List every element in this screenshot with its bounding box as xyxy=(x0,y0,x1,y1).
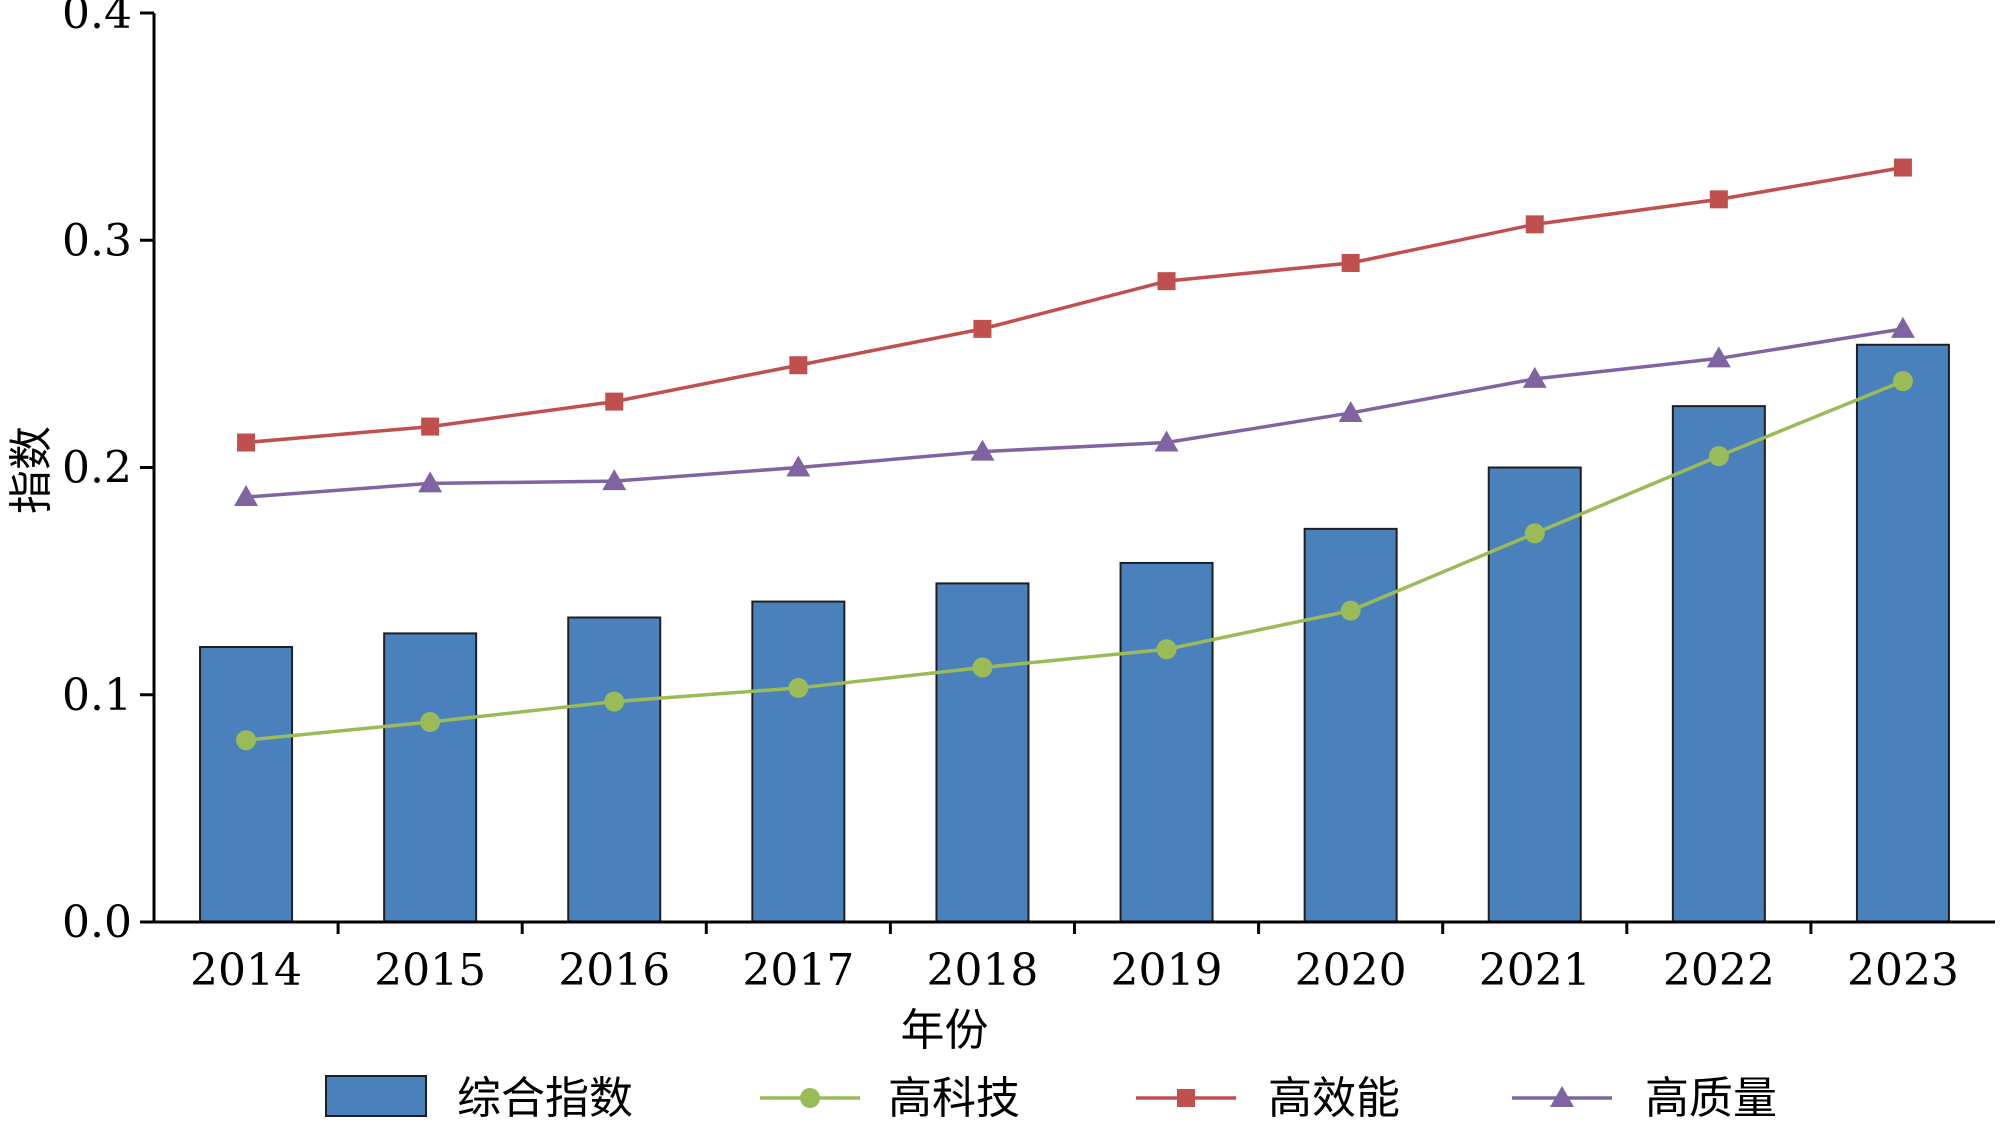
data-point xyxy=(1893,158,1912,177)
bar xyxy=(935,582,1030,924)
bar xyxy=(1119,561,1214,923)
series-line xyxy=(245,165,1904,445)
legend-item: 高质量 xyxy=(1512,1073,1777,1123)
data-point xyxy=(602,469,627,491)
data-point xyxy=(789,356,808,375)
x-tick-label: 2014 xyxy=(190,945,302,996)
legend-label: 综合指数 xyxy=(457,1073,633,1123)
x-ticks: 2014 2015 2016 2017 2018 2019 2020 2021 2022 2023 xyxy=(190,922,1959,996)
data-point xyxy=(234,485,259,507)
x-axis-title: 年份 xyxy=(901,1005,989,1056)
bar xyxy=(383,632,478,924)
legend-label: 高质量 xyxy=(1645,1073,1777,1123)
bar xyxy=(1855,343,1950,924)
data-point xyxy=(1340,600,1361,621)
y-tick-label: 0.4 xyxy=(62,0,132,39)
bar xyxy=(1671,405,1766,923)
data-point xyxy=(1522,366,1547,388)
legend-label: 高效能 xyxy=(1268,1073,1400,1123)
line-series xyxy=(237,158,1912,452)
data-point xyxy=(1154,430,1179,452)
data-point xyxy=(1338,400,1363,422)
legend-marker xyxy=(1550,1086,1574,1107)
legend: 综合指数 高科技 高效能 高质量 xyxy=(325,1073,1777,1123)
data-point xyxy=(973,319,992,338)
data-point xyxy=(1709,190,1728,209)
bar xyxy=(567,616,662,923)
x-tick-label: 2023 xyxy=(1847,945,1959,996)
data-point xyxy=(236,730,257,751)
x-tick-label: 2022 xyxy=(1663,945,1775,996)
data-point xyxy=(420,712,441,733)
y-tick-label: 0.3 xyxy=(62,215,132,266)
data-point xyxy=(605,392,624,411)
series-line xyxy=(245,327,1904,499)
data-point xyxy=(418,471,443,493)
legend-marker xyxy=(1177,1089,1195,1107)
bar xyxy=(1303,527,1398,923)
data-point xyxy=(1892,371,1913,392)
data-point xyxy=(1708,446,1729,467)
y-axis-title: 指数 xyxy=(6,426,57,514)
legend-item: 高效能 xyxy=(1136,1073,1400,1123)
x-tick-label: 2020 xyxy=(1295,945,1407,996)
legend-item: 高科技 xyxy=(760,1073,1020,1123)
legend-marker xyxy=(800,1088,820,1108)
x-tick-label: 2019 xyxy=(1111,945,1223,996)
data-point xyxy=(1525,215,1544,234)
bar xyxy=(199,646,294,924)
line-series xyxy=(234,316,1915,507)
y-ticks: 0.0 0.1 0.2 0.3 0.4 xyxy=(62,0,154,948)
y-tick-label: 0.0 xyxy=(62,897,132,948)
x-tick-label: 2021 xyxy=(1479,945,1591,996)
legend-label: 高科技 xyxy=(888,1073,1020,1123)
data-point xyxy=(1341,253,1360,272)
x-tick-label: 2016 xyxy=(558,945,670,996)
data-point xyxy=(786,455,811,477)
series-line xyxy=(245,379,1904,742)
x-tick-label: 2018 xyxy=(926,945,1038,996)
data-point xyxy=(1156,639,1177,660)
data-point xyxy=(972,657,993,678)
data-point xyxy=(237,433,256,452)
legend-item: 综合指数 xyxy=(325,1073,633,1123)
data-point xyxy=(421,417,440,436)
bar-series-group xyxy=(199,343,1950,924)
line-series xyxy=(236,371,1913,751)
data-point xyxy=(1706,346,1731,368)
data-point xyxy=(970,439,995,461)
data-point xyxy=(788,677,809,698)
data-point xyxy=(604,691,625,712)
x-tick-label: 2015 xyxy=(374,945,486,996)
y-tick-label: 0.2 xyxy=(62,443,132,494)
data-point xyxy=(1524,523,1545,544)
data-point xyxy=(1157,272,1176,291)
bar xyxy=(751,600,846,923)
x-tick-label: 2017 xyxy=(742,945,854,996)
y-tick-label: 0.1 xyxy=(62,670,132,721)
legend-swatch xyxy=(325,1075,427,1117)
line-series-group xyxy=(234,158,1915,751)
data-point xyxy=(1890,316,1915,338)
